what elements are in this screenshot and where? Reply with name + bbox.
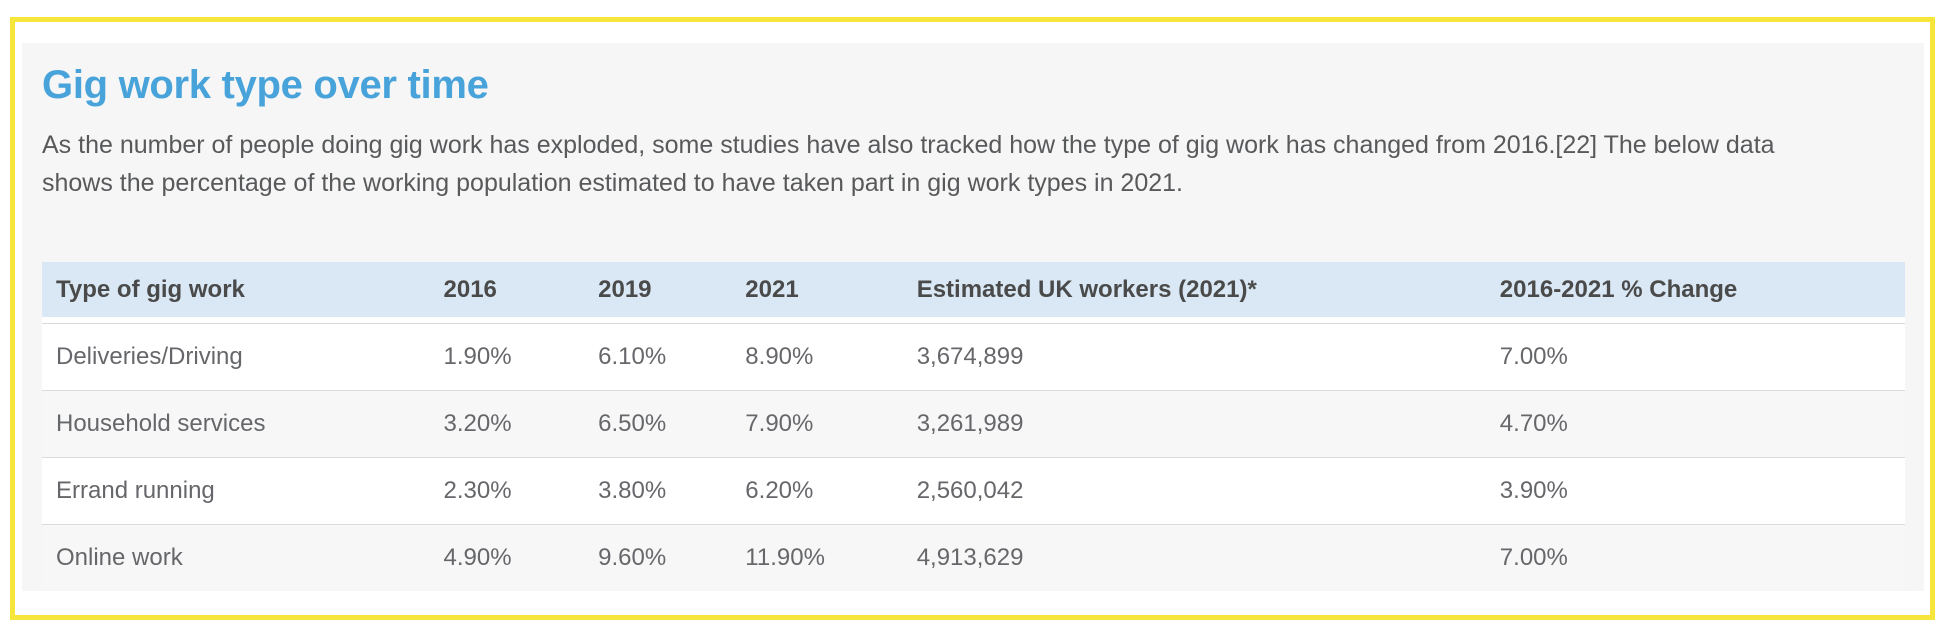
cell-2016: 1.90%	[429, 323, 585, 390]
cell-2021: 11.90%	[731, 524, 903, 591]
content-panel: Gig work type over time As the number of…	[22, 43, 1924, 591]
cell-gig-type: Household services	[42, 390, 430, 457]
column-header-2021: 2021	[731, 262, 903, 323]
cell-percent-change: 7.00%	[1485, 524, 1905, 591]
cell-2021: 6.20%	[731, 457, 903, 524]
cell-estimated-workers: 4,913,629	[902, 524, 1486, 591]
table-row-household-services: Household services 3.20% 6.50% 7.90% 3,2…	[42, 390, 1905, 457]
table-header-row: Type of gig work 2016 2019 2021 Estimate…	[42, 262, 1905, 323]
column-header-percent-change: 2016-2021 % Change	[1485, 262, 1905, 323]
cell-gig-type: Deliveries/Driving	[42, 323, 430, 390]
table-row-errand-running: Errand running 2.30% 3.80% 6.20% 2,560,0…	[42, 457, 1905, 524]
cell-2019: 3.80%	[584, 457, 732, 524]
cell-percent-change: 7.00%	[1485, 323, 1905, 390]
cell-gig-type: Errand running	[42, 457, 430, 524]
cell-2019: 6.50%	[584, 390, 732, 457]
column-header-estimated-workers: Estimated UK workers (2021)*	[902, 262, 1486, 323]
intro-paragraph-line-2: shows the percentage of the working popu…	[42, 169, 1183, 197]
cell-2016: 3.20%	[429, 390, 585, 457]
cell-2019: 9.60%	[584, 524, 732, 591]
gig-work-table: Type of gig work 2016 2019 2021 Estimate…	[42, 262, 1905, 591]
cell-percent-change: 3.90%	[1485, 457, 1905, 524]
cell-estimated-workers: 2,560,042	[902, 457, 1486, 524]
section-title: Gig work type over time	[42, 63, 489, 107]
cell-gig-type: Online work	[42, 524, 430, 591]
table-row-online-work: Online work 4.90% 9.60% 11.90% 4,913,629…	[42, 524, 1905, 591]
cell-2021: 8.90%	[731, 323, 903, 390]
highlight-frame: Gig work type over time As the number of…	[10, 17, 1935, 620]
intro-paragraph: As the number of people doing gig work h…	[42, 126, 1905, 202]
cell-2016: 2.30%	[429, 457, 585, 524]
cell-2021: 7.90%	[731, 390, 903, 457]
column-header-2016: 2016	[429, 262, 585, 323]
cell-estimated-workers: 3,261,989	[902, 390, 1486, 457]
cell-2016: 4.90%	[429, 524, 585, 591]
cell-estimated-workers: 3,674,899	[902, 323, 1486, 390]
cell-percent-change: 4.70%	[1485, 390, 1905, 457]
intro-paragraph-line-1: As the number of people doing gig work h…	[42, 131, 1775, 159]
cell-2019: 6.10%	[584, 323, 732, 390]
column-header-type: Type of gig work	[42, 262, 430, 323]
table-row-deliveries-driving: Deliveries/Driving 1.90% 6.10% 8.90% 3,6…	[42, 323, 1905, 390]
column-header-2019: 2019	[584, 262, 732, 323]
